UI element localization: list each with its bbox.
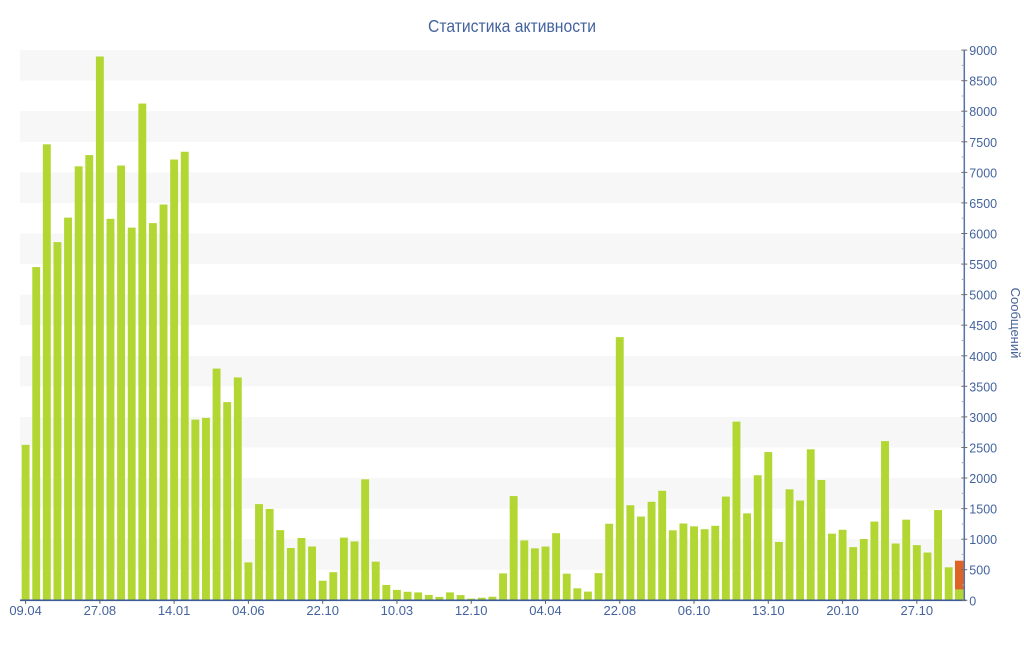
svg-text:09.04: 09.04 [9,603,42,618]
svg-text:6500: 6500 [969,197,997,211]
svg-text:3000: 3000 [969,411,997,425]
svg-text:04.06: 04.06 [232,603,265,618]
svg-text:Статистика активности: Статистика активности [428,16,596,36]
svg-text:9000: 9000 [969,44,997,58]
svg-text:20.10: 20.10 [826,603,859,618]
svg-text:4000: 4000 [969,350,997,364]
svg-text:3500: 3500 [969,380,997,394]
svg-text:5500: 5500 [969,258,997,272]
svg-text:14.01: 14.01 [158,603,191,618]
svg-text:8500: 8500 [969,75,997,89]
svg-text:1500: 1500 [969,503,997,517]
svg-text:2500: 2500 [969,442,997,456]
svg-text:04.04: 04.04 [529,603,562,618]
svg-text:5000: 5000 [969,289,997,303]
svg-text:12.10: 12.10 [455,603,488,618]
svg-text:0: 0 [969,594,976,608]
svg-text:4500: 4500 [969,319,997,333]
svg-text:500: 500 [969,564,990,578]
svg-text:6000: 6000 [969,228,997,242]
svg-text:Сообщений: Сообщений [1008,288,1023,359]
svg-text:2000: 2000 [969,472,997,486]
svg-text:06.10: 06.10 [678,603,711,618]
svg-text:22.08: 22.08 [604,603,637,618]
svg-text:10.03: 10.03 [381,603,414,618]
svg-text:13.10: 13.10 [752,603,785,618]
svg-text:22.10: 22.10 [306,603,339,618]
svg-text:27.08: 27.08 [84,603,117,618]
svg-text:7500: 7500 [969,136,997,150]
svg-text:1000: 1000 [969,533,997,547]
svg-text:27.10: 27.10 [901,603,934,618]
svg-text:8000: 8000 [969,105,997,119]
svg-text:7000: 7000 [969,166,997,180]
